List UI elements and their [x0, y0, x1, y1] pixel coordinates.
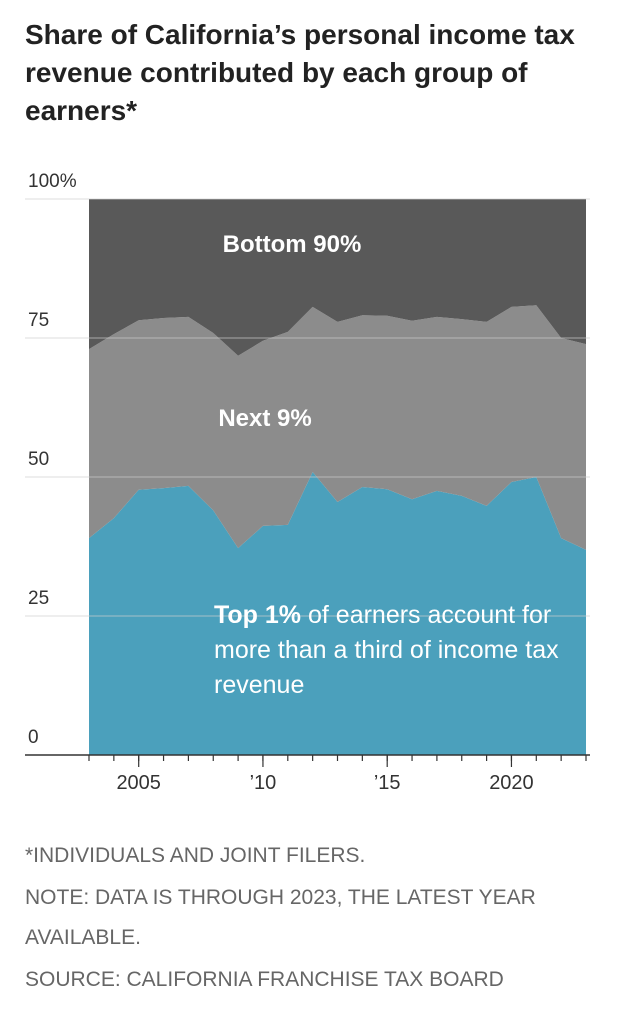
series-label: Bottom 90%: [223, 231, 362, 258]
x-tick-label: 2020: [489, 772, 534, 794]
annotation-block: Top 1% of earners account for more than …: [214, 598, 564, 703]
area: [89, 471, 586, 755]
x-tick-label: 2005: [116, 772, 161, 794]
note: SOURCE: CALIFORNIA FRANCHISE TAX BOARD: [25, 968, 504, 991]
y-tick-label: 50: [28, 449, 49, 470]
y-tick-label: 25: [28, 588, 49, 609]
series-label: Next 9%: [218, 405, 311, 432]
note: NOTE: DATA IS THROUGH 2023, THE LATEST Y…: [25, 886, 536, 949]
y-tick-label: 75: [28, 310, 49, 331]
x-tick-label: ’15: [374, 772, 401, 794]
chart-title: Share of California’s personal income ta…: [25, 19, 575, 126]
annotation: of earners account for more than a third…: [214, 601, 559, 699]
notes: *INDIVIDUALS AND JOINT FILERS. NOTE: DATA…: [25, 836, 585, 1002]
y-tick-label: 0: [28, 727, 39, 748]
y-tick-label: 100%: [28, 171, 77, 192]
note: *INDIVIDUALS AND JOINT FILERS.: [25, 844, 366, 867]
area: [89, 305, 586, 550]
x-tick-label: ’10: [250, 772, 277, 794]
area: [89, 199, 586, 356]
series-label: Top 1%: [214, 601, 302, 629]
